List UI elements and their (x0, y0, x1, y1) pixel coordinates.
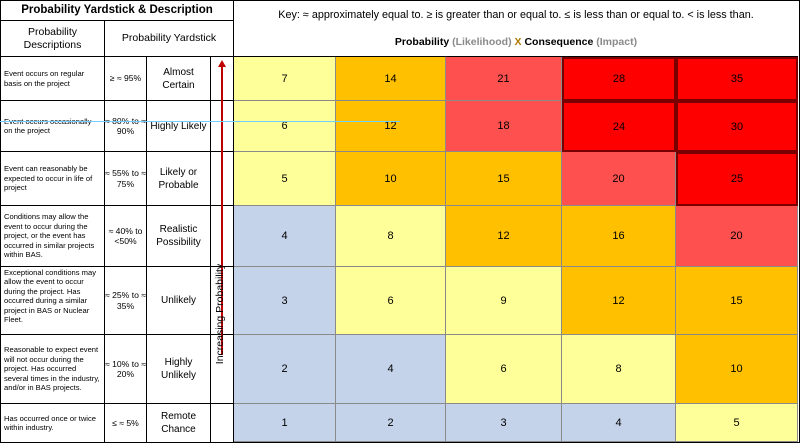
risk-cell: 1 (234, 404, 336, 442)
yardstick-title: Probability Yardstick & Description (1, 1, 233, 21)
risk-cell: 28 (562, 57, 676, 101)
title-multiply: X (514, 36, 522, 48)
risk-cell: 12 (446, 206, 562, 267)
risk-cell: 3 (446, 404, 562, 442)
risk-cell: 4 (336, 335, 446, 404)
risk-cell: 4 (562, 404, 676, 442)
risk-cell: 15 (446, 152, 562, 206)
title-probability: Probability (394, 36, 450, 48)
risk-cell: 2 (336, 404, 446, 442)
yardstick-row-highly-likely: Event occurs occasionally on the project… (1, 101, 233, 152)
yardstick-row-likely: Event can reasonably be expected to occu… (1, 152, 233, 206)
row-percentage: ≈ 40% to <50% (105, 206, 147, 266)
risk-cell: 6 (234, 101, 336, 152)
row-description: Event can reasonably be expected to occu… (1, 152, 105, 205)
title-impact: (Impact) (596, 36, 638, 48)
risk-cell: 7 (234, 57, 336, 101)
row-description: Reasonable to expect event will not occu… (1, 335, 105, 403)
probability-yardstick-panel: Probability Yardstick & Description Prob… (0, 0, 234, 443)
row-percentage: ≤ ≈ 5% (105, 404, 147, 442)
yardstick-row-unlikely: Exceptional conditions may allow the eve… (1, 267, 233, 335)
risk-cell: 14 (336, 57, 446, 101)
matrix-title: Probability (Likelihood) X Consequence (… (234, 33, 798, 51)
risk-cell: 25 (676, 152, 798, 206)
header-probability-descriptions: Probability Descriptions (1, 21, 105, 57)
risk-cell: 12 (562, 267, 676, 335)
risk-cell: 8 (336, 206, 446, 267)
key-legend: Key: ≈ approximately equal to. ≥ is grea… (278, 9, 754, 21)
row-description: Event occurs occasionally on the project (1, 101, 105, 151)
title-consequence: Consequence (524, 36, 594, 48)
row-label: Highly Unlikely (147, 335, 211, 403)
yardstick-row-almost-certain: Event occurs on regular basis on the pro… (1, 57, 233, 101)
risk-cell: 30 (676, 101, 798, 152)
row-percentage: ≈ 25% to ≈ 35% (105, 267, 147, 334)
risk-cell: 20 (676, 206, 798, 267)
risk-cell: 21 (446, 57, 562, 101)
yardstick-row-highly-unlikely: Reasonable to expect event will not occu… (1, 335, 233, 404)
row-description: Conditions may allow the event to occur … (1, 206, 105, 266)
title-likelihood: (Likelihood) (452, 36, 512, 48)
risk-cell: 24 (562, 101, 676, 152)
row-label: Likely or Probable (147, 152, 211, 205)
row-percentage: ≈ 10% to ≈ 20% (105, 335, 147, 403)
risk-cell: 2 (234, 335, 336, 404)
row-label: Highly Likely (147, 101, 211, 151)
risk-cell: 3 (234, 267, 336, 335)
risk-cell: 6 (446, 335, 562, 404)
risk-cell: 15 (676, 267, 798, 335)
risk-cell: 10 (676, 335, 798, 404)
probability-axis: Increasing Probability (211, 57, 233, 443)
risk-cell: 16 (562, 206, 676, 267)
row-label: Almost Certain (147, 57, 211, 100)
risk-cell: 9 (446, 267, 562, 335)
risk-cell: 35 (676, 57, 798, 101)
risk-cell: 20 (562, 152, 676, 206)
yardstick-row-realistic-possibility: Conditions may allow the event to occur … (1, 206, 233, 267)
row-description: Exceptional conditions may allow the eve… (1, 267, 105, 334)
arrow-up-icon (218, 60, 226, 355)
yardstick-row-remote-chance: Has occurred once or twice within indust… (1, 404, 233, 442)
row-description: Event occurs on regular basis on the pro… (1, 57, 105, 100)
header-probability-yardstick: Probability Yardstick (105, 21, 233, 57)
row-percentage: ≥ ≈ 95% (105, 57, 147, 100)
risk-cell: 12 (336, 101, 446, 152)
risk-cell: 18 (446, 101, 562, 152)
row-label: Unlikely (147, 267, 211, 334)
row-percentage: ≈ 80% to ≈ 90% (105, 101, 147, 151)
row-label: Remote Chance (147, 404, 211, 442)
risk-cell: 10 (336, 152, 446, 206)
risk-score-grid: 7 14 21 28 35 6 12 18 24 30 5 10 15 20 25 4 8 12 16 20 3 6 9 12… (234, 56, 798, 442)
risk-cell: 5 (676, 404, 798, 442)
axis-label-increasing-probability: Increasing Probability (214, 263, 226, 365)
row-description: Has occurred once or twice within indust… (1, 404, 105, 442)
risk-cell: 5 (234, 152, 336, 206)
risk-cell: 6 (336, 267, 446, 335)
risk-cell: 4 (234, 206, 336, 267)
risk-matrix-panel: Key: ≈ approximately equal to. ≥ is grea… (234, 0, 800, 443)
risk-cell: 8 (562, 335, 676, 404)
row-percentage: ≈ 55% to ≈ 75% (105, 152, 147, 205)
row-label: Realistic Possibility (147, 206, 211, 266)
